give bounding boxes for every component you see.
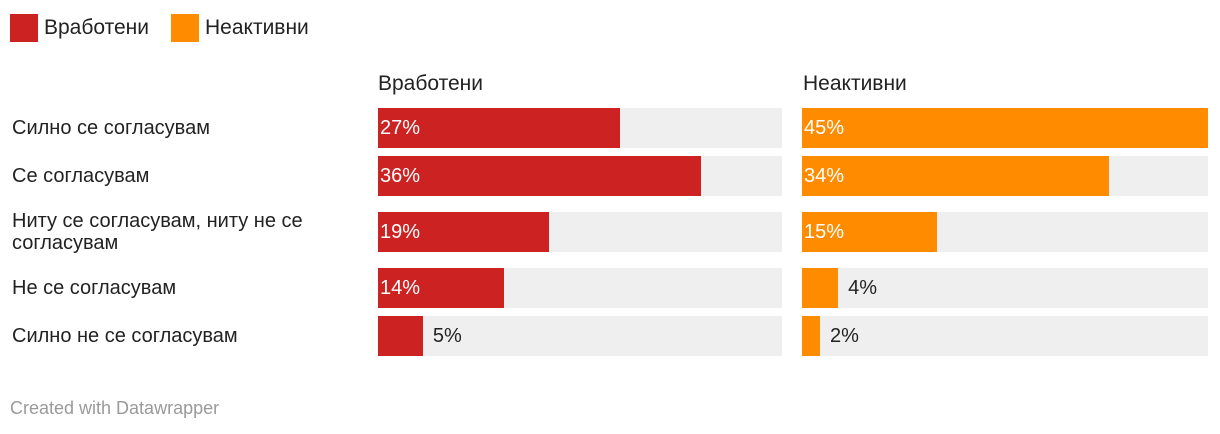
row-label: Се согласувам [12,165,150,187]
bar-track: 4% [802,268,1208,308]
bar-track: 19% [378,212,782,252]
bar [378,156,702,196]
legend-label-inactive: Неактивни [205,16,309,39]
panel-title-inactive: Неактивни [803,72,907,95]
footer-credit: Created with Datawrapper [10,398,220,418]
bar-track: 45% [802,108,1208,148]
bar [802,156,1109,196]
row-label: Силно се согласувам [12,117,210,139]
bar-value-label: 19% [380,221,421,243]
panel-title-employed: Вработени [378,72,483,95]
bar-track: 15% [802,212,1208,252]
bar [378,316,423,356]
legend-item-employed: Вработени [10,14,149,42]
legend-label-employed: Вработени [44,16,149,39]
bar-track: 34% [802,156,1208,196]
bar-track: 2% [802,316,1208,356]
bar [378,212,549,252]
row-label: Не се согласувам [12,277,177,299]
legend-item-inactive: Неактивни [171,14,309,42]
legend: Вработени Неактивни [10,14,309,42]
row-label: Ниту се согласувам, ниту не се согласува… [12,210,303,254]
bar-value-label: 15% [804,221,845,243]
bar-value-label: 45% [804,117,845,139]
bar-value-label: 4% [848,277,877,299]
bar [802,212,938,252]
legend-swatch-employed [10,14,38,42]
bar-value-label: 27% [380,117,421,139]
bar-value-label: 34% [804,165,845,187]
bar [378,268,504,308]
bar-track: 36% [378,156,782,196]
bar-value-label: 5% [432,325,462,347]
bar [802,268,839,308]
bar-value-label: 36% [380,165,421,187]
bar-value-label: 2% [830,325,859,347]
bar [802,316,821,356]
bar-track: 14% [378,268,782,308]
bar [802,108,1208,148]
bar-value-label: 14% [380,277,421,299]
bar-track: 27% [378,108,782,148]
legend-swatch-inactive [171,14,199,42]
bar [378,108,621,148]
row-label: Силно не се согласувам [12,325,238,347]
bar-track: 5% [378,316,782,356]
